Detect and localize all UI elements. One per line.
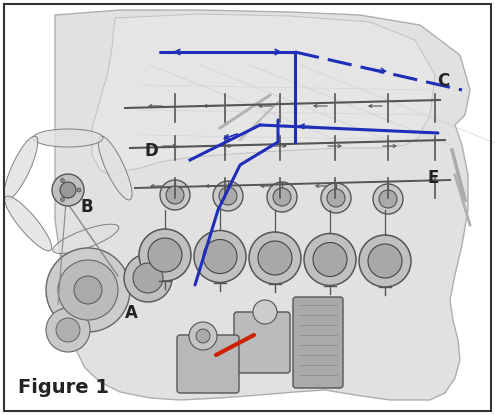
Circle shape	[166, 186, 184, 204]
Circle shape	[267, 182, 297, 212]
Circle shape	[60, 198, 64, 202]
Circle shape	[160, 180, 190, 210]
Circle shape	[304, 234, 356, 286]
Polygon shape	[92, 14, 435, 175]
Circle shape	[60, 182, 76, 198]
Circle shape	[77, 188, 81, 192]
FancyBboxPatch shape	[293, 297, 343, 388]
Circle shape	[258, 241, 292, 275]
Circle shape	[273, 188, 291, 206]
Circle shape	[359, 235, 411, 287]
Circle shape	[203, 239, 237, 273]
Circle shape	[148, 238, 182, 272]
Circle shape	[196, 329, 210, 343]
Text: E: E	[428, 169, 439, 188]
Circle shape	[194, 230, 246, 283]
Ellipse shape	[4, 136, 38, 200]
Circle shape	[213, 181, 243, 211]
Ellipse shape	[33, 129, 103, 147]
Circle shape	[52, 174, 84, 206]
Circle shape	[46, 248, 130, 332]
Circle shape	[373, 184, 403, 214]
Circle shape	[313, 242, 347, 276]
FancyBboxPatch shape	[177, 335, 239, 393]
Circle shape	[74, 276, 102, 304]
Text: Figure 1: Figure 1	[18, 378, 109, 397]
Polygon shape	[55, 10, 470, 400]
Circle shape	[327, 189, 345, 207]
Circle shape	[139, 229, 191, 281]
Circle shape	[56, 318, 80, 342]
Circle shape	[46, 308, 90, 352]
Circle shape	[253, 300, 277, 324]
Circle shape	[133, 263, 163, 293]
Ellipse shape	[53, 224, 119, 254]
FancyBboxPatch shape	[234, 312, 290, 373]
Circle shape	[379, 190, 397, 208]
Circle shape	[189, 322, 217, 350]
Circle shape	[219, 187, 237, 205]
Text: C: C	[437, 72, 449, 90]
Text: B: B	[80, 198, 93, 217]
Circle shape	[321, 183, 351, 213]
Circle shape	[58, 260, 118, 320]
Circle shape	[60, 178, 64, 183]
Circle shape	[368, 244, 402, 278]
Circle shape	[124, 254, 172, 302]
Ellipse shape	[4, 196, 51, 251]
Circle shape	[249, 232, 301, 284]
Text: D: D	[144, 142, 158, 161]
Text: A: A	[125, 304, 138, 322]
Ellipse shape	[98, 136, 132, 200]
